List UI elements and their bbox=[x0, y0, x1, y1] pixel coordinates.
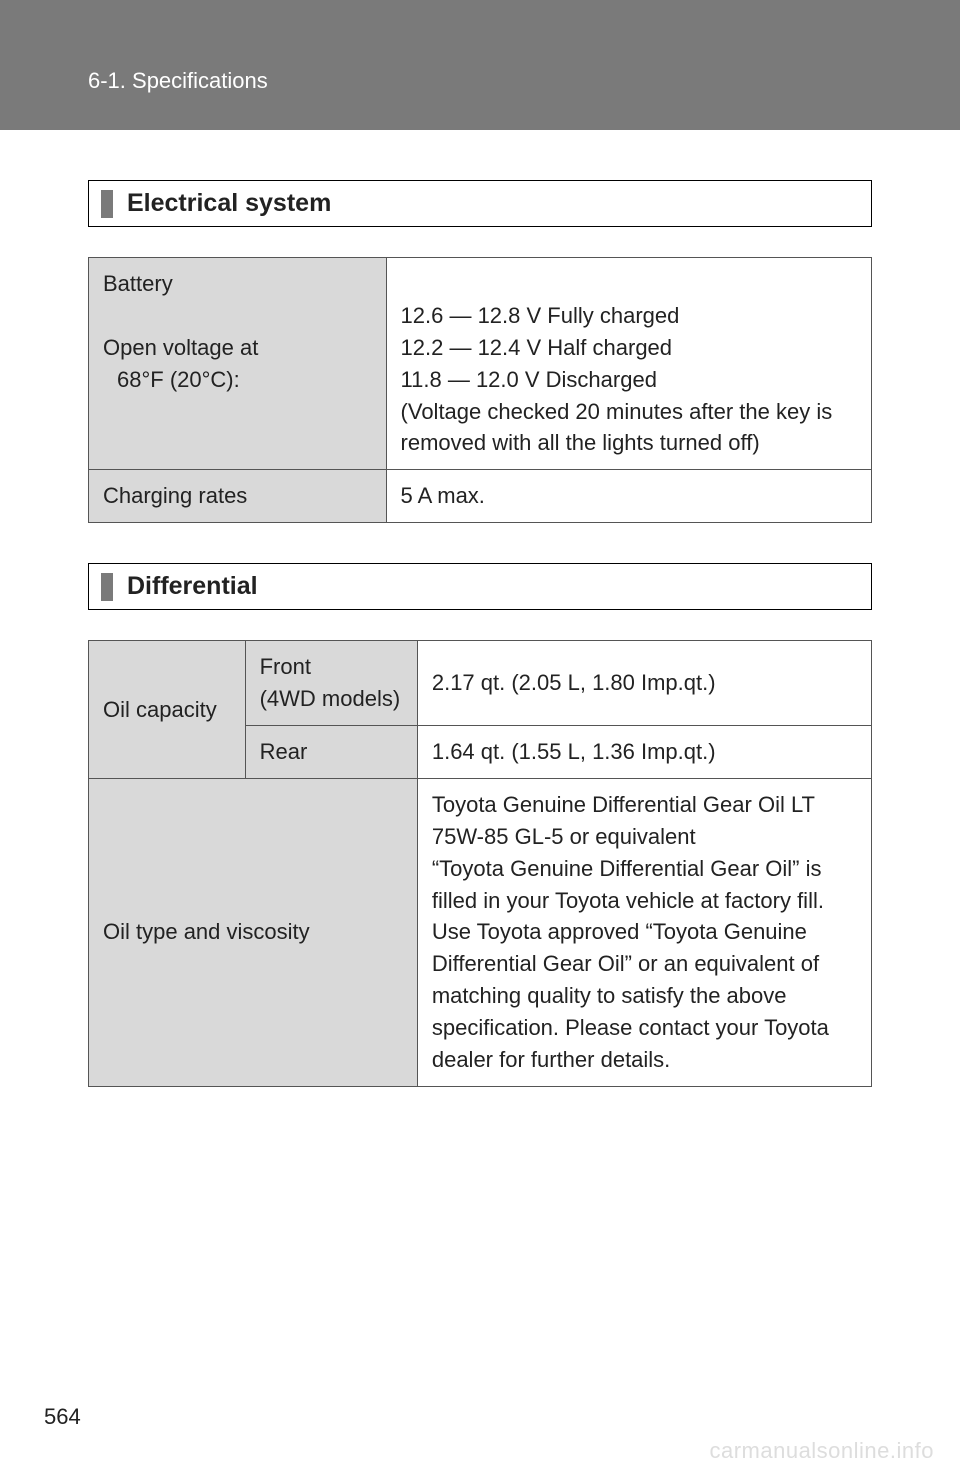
spec-value: Toyota Genuine Differential Gear Oil LT … bbox=[417, 778, 871, 1086]
page: 6-1. Specifications Electrical system Ba… bbox=[0, 0, 960, 1484]
spec-sublabel: Rear bbox=[245, 726, 417, 779]
table-row: Charging rates 5 A max. bbox=[89, 470, 872, 523]
spec-value: 12.6 — 12.8 V Fully charged 12.2 — 12.4 … bbox=[386, 258, 871, 470]
section-marker-icon bbox=[101, 573, 113, 601]
section-title: Differential bbox=[127, 572, 258, 601]
section-heading-electrical: Electrical system bbox=[88, 180, 872, 227]
electrical-table: Battery Open voltage at 68°F (20°C): 12.… bbox=[88, 257, 872, 523]
spec-sublabel: Front (4WD models) bbox=[245, 641, 417, 726]
page-number: 564 bbox=[44, 1404, 81, 1430]
label-line: 68°F (20°C): bbox=[103, 364, 372, 396]
label-line: Open voltage at bbox=[103, 335, 258, 360]
table-row: Oil capacity Front (4WD models) 2.17 qt.… bbox=[89, 641, 872, 726]
page-header: 6-1. Specifications bbox=[0, 0, 960, 130]
spec-label: Oil capacity bbox=[89, 641, 246, 779]
spec-value: 1.64 qt. (1.55 L, 1.36 Imp.qt.) bbox=[417, 726, 871, 779]
label-line: Battery bbox=[103, 271, 173, 296]
spec-value: 2.17 qt. (2.05 L, 1.80 Imp.qt.) bbox=[417, 641, 871, 726]
watermark: carmanualsonline.info bbox=[709, 1438, 934, 1464]
value-text: 12.6 — 12.8 V Fully charged 12.2 — 12.4 … bbox=[401, 303, 833, 456]
table-row: Oil type and viscosity Toyota Genuine Di… bbox=[89, 778, 872, 1086]
page-content: Electrical system Battery Open voltage a… bbox=[0, 130, 960, 1087]
breadcrumb: 6-1. Specifications bbox=[88, 68, 268, 93]
differential-table: Oil capacity Front (4WD models) 2.17 qt.… bbox=[88, 640, 872, 1087]
spec-label: Oil type and viscosity bbox=[89, 778, 418, 1086]
section-title: Electrical system bbox=[127, 189, 331, 218]
spec-label: Battery Open voltage at 68°F (20°C): bbox=[89, 258, 387, 470]
section-heading-differential: Differential bbox=[88, 563, 872, 610]
spec-value: 5 A max. bbox=[386, 470, 871, 523]
section-marker-icon bbox=[101, 190, 113, 218]
spec-label: Charging rates bbox=[89, 470, 387, 523]
table-row: Battery Open voltage at 68°F (20°C): 12.… bbox=[89, 258, 872, 470]
